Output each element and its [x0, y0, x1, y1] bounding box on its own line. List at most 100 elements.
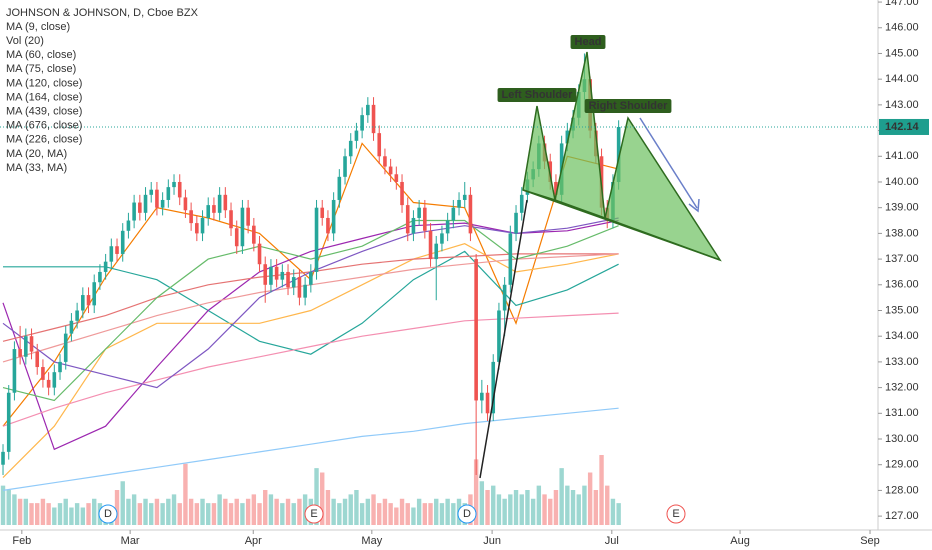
candle-body	[246, 207, 250, 226]
candle-body	[155, 189, 159, 208]
candle-body	[343, 156, 347, 177]
candle-body	[394, 174, 399, 182]
candle-body	[417, 207, 421, 218]
volume-bar	[302, 494, 308, 525]
legend-item: MA (20, MA)	[6, 148, 67, 160]
candle-body	[480, 392, 484, 401]
candle-body	[440, 233, 444, 244]
volume-bar	[131, 494, 137, 525]
volume-bar	[508, 494, 513, 525]
volume-bar	[388, 503, 393, 525]
volume-bar	[582, 485, 587, 525]
pattern-label-text: Left Shoulder	[502, 89, 574, 101]
candle-body	[491, 361, 496, 414]
x-tick-label: Sep	[860, 535, 880, 547]
candle-body	[331, 199, 336, 234]
candle-body	[497, 310, 501, 362]
volume-bar	[251, 494, 257, 525]
volume-bar	[280, 503, 285, 525]
volume-bar	[599, 455, 604, 525]
candle-body	[86, 295, 91, 306]
x-tick-label: Mar	[121, 535, 140, 547]
y-tick-label: 139.00	[885, 202, 919, 214]
volume-bar	[274, 498, 279, 525]
candle-body	[223, 194, 228, 211]
pattern-layer	[479, 51, 722, 479]
volume-bar	[559, 468, 564, 525]
y-tick-label: 132.00	[885, 382, 919, 394]
pattern-label: Right Shoulder	[584, 99, 672, 113]
candle-body	[41, 367, 45, 380]
volume-bar	[291, 503, 296, 525]
candle-body	[24, 336, 28, 357]
candle-body	[98, 271, 102, 283]
trend-line	[479, 199, 528, 479]
volume-bar	[593, 490, 599, 525]
volume-bar	[46, 503, 51, 525]
pattern-label-box	[497, 88, 577, 102]
x-tick-label: Jun	[483, 535, 501, 547]
candle-body	[172, 181, 176, 188]
volume-bar	[188, 498, 194, 525]
volume-bar	[86, 503, 91, 525]
candle-body	[229, 210, 233, 229]
candle-body	[565, 130, 570, 144]
chart-title: JOHNSON & JOHNSON, D, Cboe BZX	[6, 7, 199, 19]
candle-body	[63, 333, 68, 362]
legend-item: MA (33, MA)	[6, 162, 67, 174]
pattern-label-text: Head	[575, 36, 602, 48]
volume-bar	[166, 498, 171, 525]
candle-body	[303, 284, 307, 298]
last-price-tag	[879, 118, 929, 135]
neckline	[522, 189, 721, 261]
candle-body	[81, 295, 85, 311]
y-tick-label: 129.00	[885, 459, 919, 471]
candle-body	[400, 181, 404, 206]
event-marker	[457, 504, 477, 524]
volume-bar	[587, 472, 593, 525]
volume-bar	[154, 498, 160, 525]
event-label: E	[310, 508, 317, 520]
candle-body	[405, 205, 410, 234]
candle-body	[423, 207, 427, 231]
candle-body	[388, 166, 393, 175]
candle-body	[366, 104, 370, 116]
volume-bar	[565, 485, 570, 525]
candle-body	[445, 220, 450, 234]
pattern-label: Head	[570, 35, 606, 49]
candle-body	[120, 230, 125, 254]
candle-body	[29, 336, 34, 352]
y-tick-label: 146.00	[885, 22, 919, 34]
volume-bar	[331, 498, 336, 525]
event-label: E	[672, 508, 679, 520]
candle-body	[371, 104, 376, 134]
volume-bar	[149, 503, 154, 525]
volume-bar	[485, 490, 490, 525]
volume-bar	[325, 490, 331, 525]
y-tick-label: 136.00	[885, 279, 919, 291]
y-tick-label: 138.00	[885, 227, 919, 239]
candle-body	[309, 271, 313, 285]
candle-body	[35, 351, 40, 368]
volume-bar	[206, 503, 211, 525]
volume-bar	[35, 503, 40, 525]
volume-bar	[337, 503, 342, 525]
candle-body	[457, 199, 461, 208]
volume-bar	[0, 485, 6, 525]
volume-bar	[445, 498, 450, 525]
candle-body	[257, 243, 262, 265]
volume-bar	[114, 490, 120, 525]
candle-body	[177, 181, 182, 198]
candle-body	[274, 266, 279, 280]
legend-item: MA (164, close)	[6, 91, 82, 103]
volume-bar	[177, 503, 182, 525]
volume-bar	[377, 503, 382, 525]
candle-body	[314, 207, 319, 272]
volume-bar	[200, 498, 205, 525]
volume-bar	[399, 498, 405, 525]
volume-bar	[92, 498, 97, 525]
y-tick-label: 147.00	[885, 0, 919, 8]
volume-bar	[439, 503, 445, 525]
legend-item: Vol (20)	[6, 35, 44, 47]
ma-line	[2, 407, 619, 491]
